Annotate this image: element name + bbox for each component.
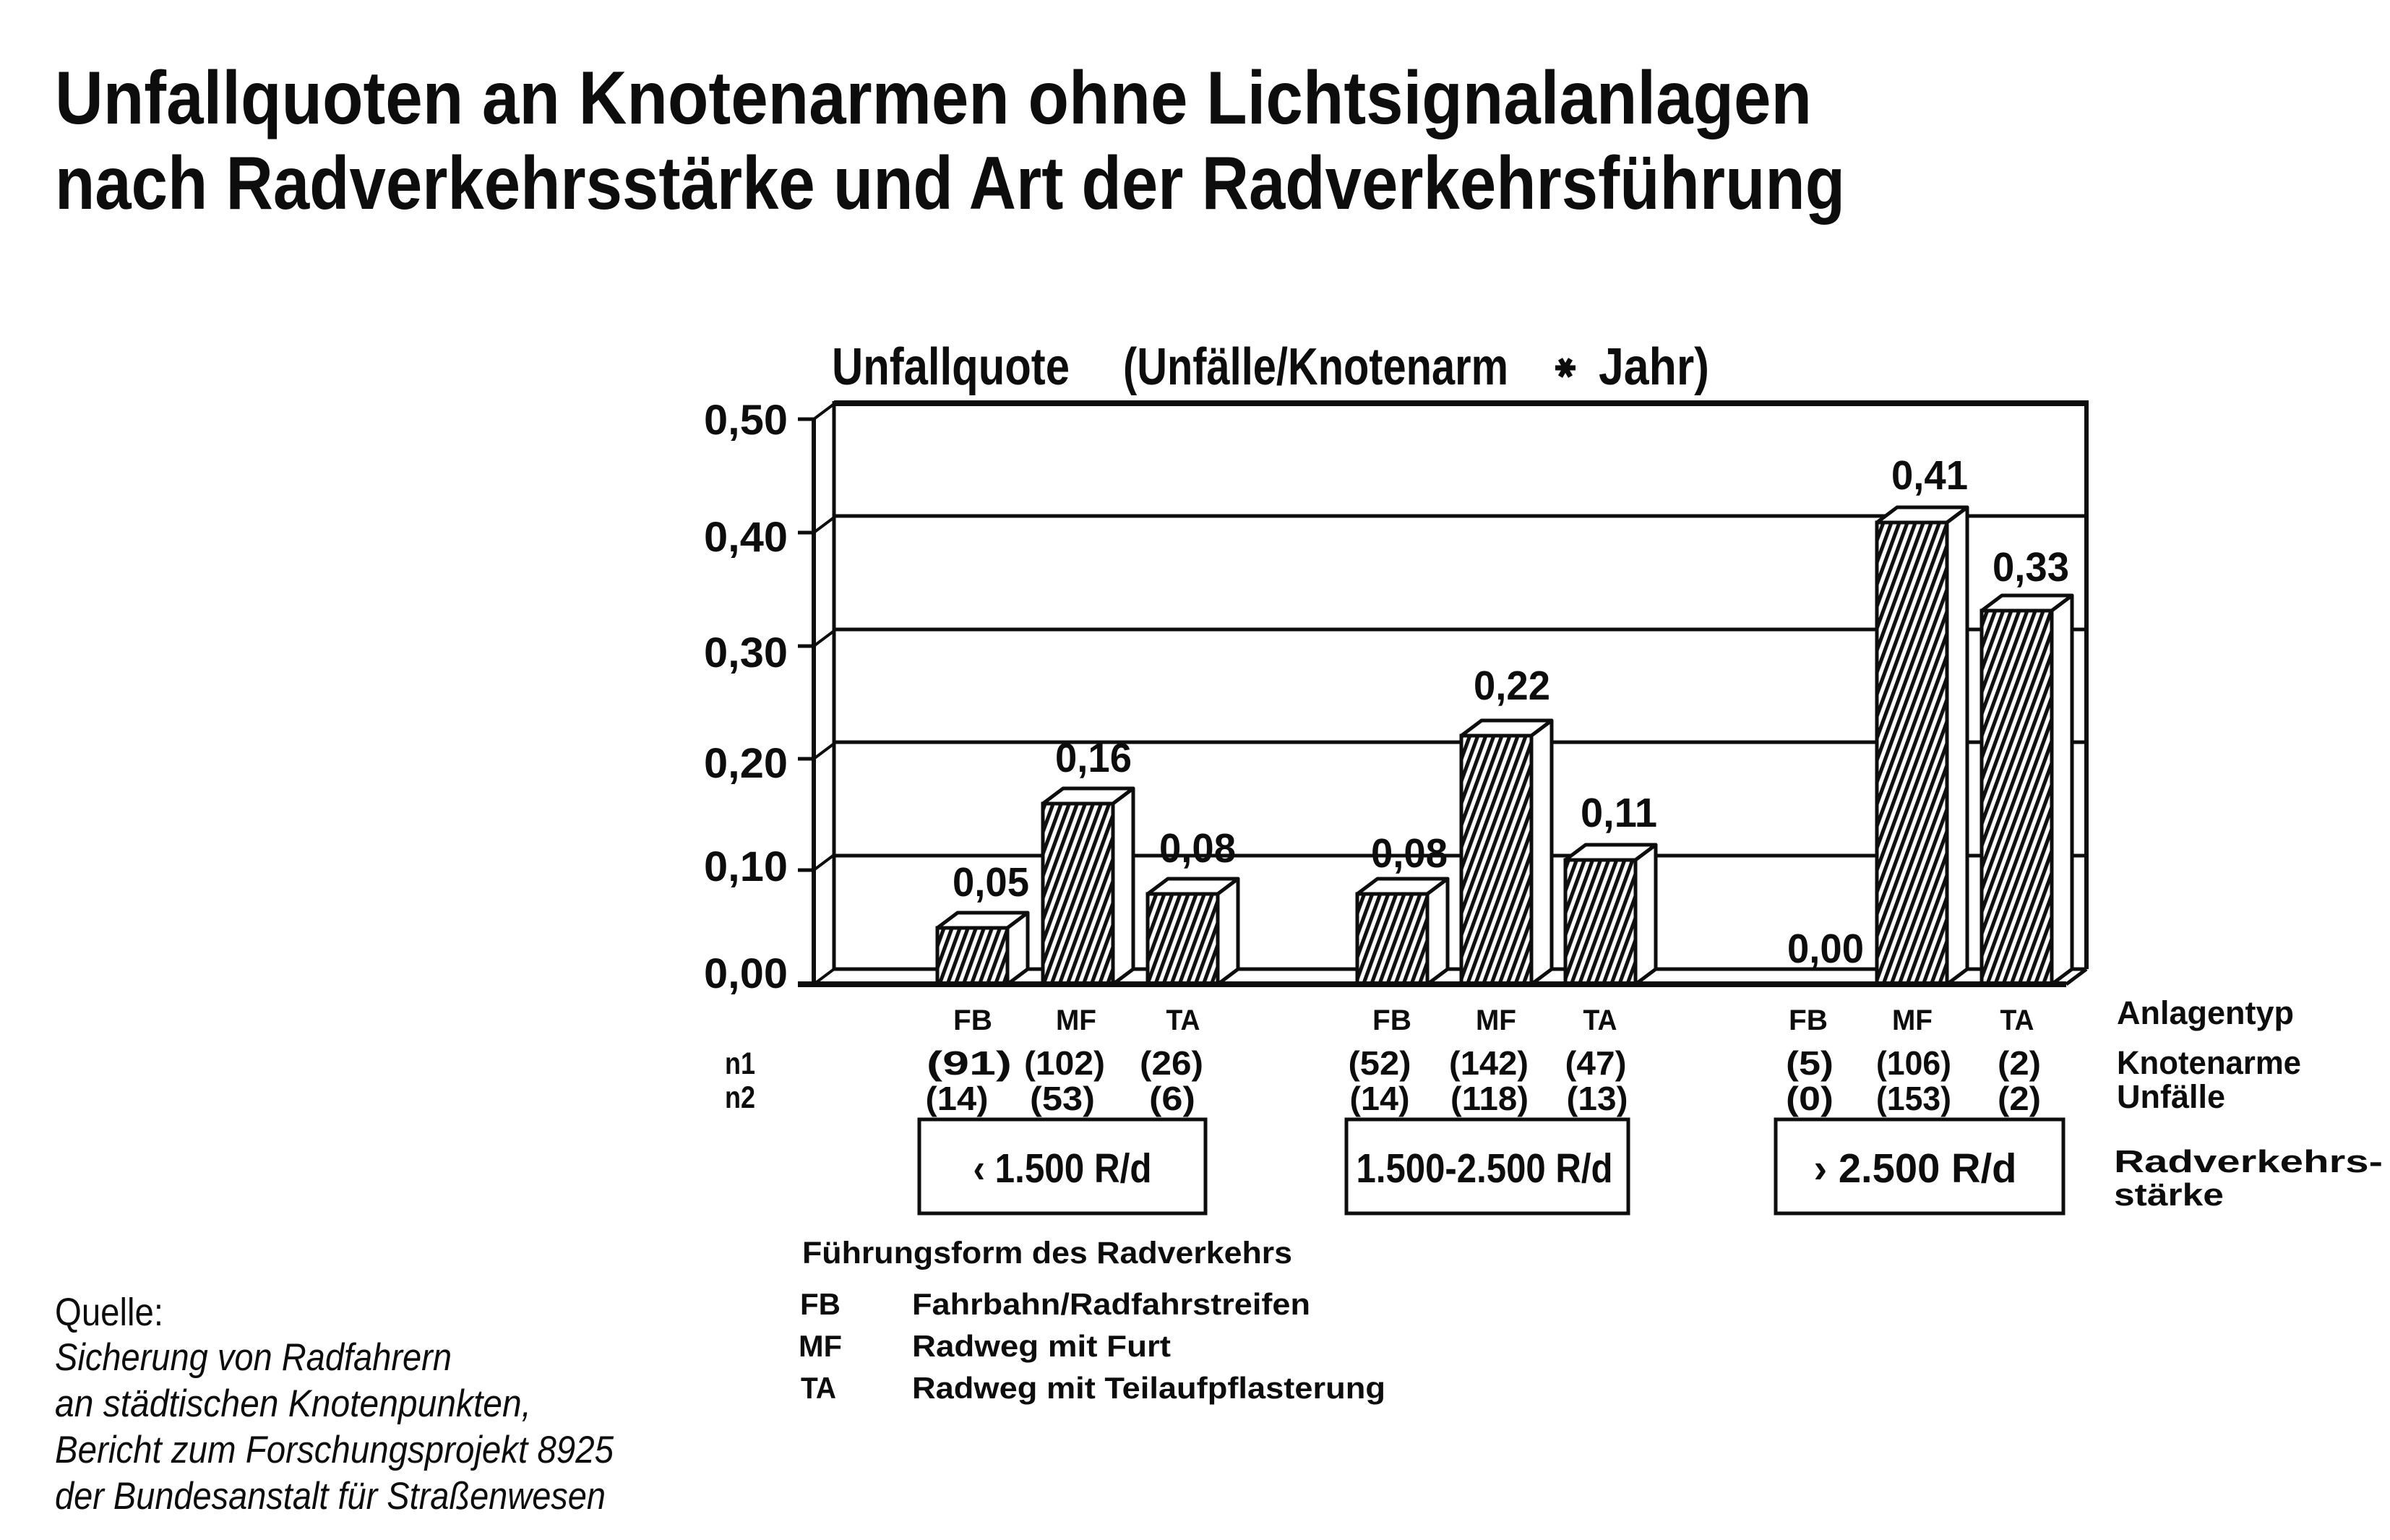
svg-text:0,00: 0,00 bbox=[704, 950, 788, 997]
svg-text:› 2.500 R/d: › 2.500 R/d bbox=[1814, 1145, 2017, 1192]
svg-text:0,05: 0,05 bbox=[953, 859, 1029, 905]
svg-text:0,22: 0,22 bbox=[1474, 663, 1550, 709]
svg-text:(5): (5) bbox=[1786, 1044, 1834, 1082]
svg-text:Radweg mit Teilaufpflasterung: Radweg mit Teilaufpflasterung bbox=[912, 1371, 1385, 1405]
svg-text:FB: FB bbox=[953, 1005, 992, 1036]
svg-text:‹ 1.500 R/d: ‹ 1.500 R/d bbox=[973, 1145, 1152, 1192]
svg-text:MF: MF bbox=[1056, 1005, 1096, 1036]
svg-text:(142): (142) bbox=[1449, 1044, 1529, 1082]
svg-text:(Unfälle/Knotenarm: (Unfälle/Knotenarm bbox=[1123, 338, 1508, 396]
svg-text:1.500-2.500 R/d: 1.500-2.500 R/d bbox=[1357, 1145, 1613, 1192]
svg-text:(153): (153) bbox=[1876, 1080, 1951, 1117]
svg-text:Jahr): Jahr) bbox=[1599, 338, 1709, 396]
svg-text:(91): (91) bbox=[927, 1044, 1012, 1082]
svg-text:0,50: 0,50 bbox=[704, 397, 788, 444]
svg-text:TA: TA bbox=[2000, 1005, 2034, 1036]
svg-text:Anlagentyp: Anlagentyp bbox=[2117, 994, 2294, 1031]
svg-text:(14): (14) bbox=[1350, 1080, 1410, 1117]
svg-text:0,11: 0,11 bbox=[1581, 790, 1657, 836]
svg-text:(2): (2) bbox=[1998, 1044, 2041, 1082]
svg-text:stärke: stärke bbox=[2114, 1177, 2224, 1213]
svg-text:(102): (102) bbox=[1024, 1044, 1105, 1082]
svg-text:0,08: 0,08 bbox=[1371, 830, 1448, 877]
svg-text:Bericht zum Forschungsprojekt: Bericht zum Forschungsprojekt 8925 bbox=[55, 1429, 614, 1471]
svg-text:0,30: 0,30 bbox=[704, 629, 788, 676]
svg-text:0,08: 0,08 bbox=[1159, 825, 1236, 872]
svg-text:0,10: 0,10 bbox=[704, 843, 788, 890]
svg-text:(47): (47) bbox=[1565, 1044, 1627, 1082]
svg-text:(53): (53) bbox=[1030, 1080, 1095, 1117]
svg-text:nach Radverkehrsstärke und Art: nach Radverkehrsstärke und Art der Radve… bbox=[55, 142, 1845, 225]
svg-text:0,20: 0,20 bbox=[704, 740, 788, 787]
svg-text:0,16: 0,16 bbox=[1055, 735, 1132, 781]
svg-text:0,41: 0,41 bbox=[1891, 452, 1968, 499]
svg-text:(52): (52) bbox=[1349, 1044, 1411, 1082]
svg-text:Unfallquote: Unfallquote bbox=[832, 338, 1070, 396]
svg-text:n2: n2 bbox=[725, 1080, 755, 1115]
svg-text:(0): (0) bbox=[1786, 1080, 1834, 1117]
svg-text:Führungsform des Radverkehrs: Führungsform des Radverkehrs bbox=[802, 1236, 1292, 1270]
svg-text:FB: FB bbox=[1372, 1005, 1411, 1036]
svg-text:(13): (13) bbox=[1567, 1080, 1628, 1117]
svg-text:(2): (2) bbox=[1998, 1080, 2041, 1117]
svg-text:(118): (118) bbox=[1450, 1080, 1529, 1117]
svg-text:Radverkehrs-: Radverkehrs- bbox=[2114, 1144, 2383, 1179]
svg-text:(14): (14) bbox=[926, 1080, 989, 1117]
svg-text:Unfallquoten an Knotenarmen oh: Unfallquoten an Knotenarmen ohne Lichtsi… bbox=[55, 56, 1812, 140]
svg-text:Radweg mit Furt: Radweg mit Furt bbox=[912, 1329, 1171, 1363]
svg-text:der Bundesanstalt für Straßenw: der Bundesanstalt für Straßenwesen bbox=[55, 1475, 606, 1518]
svg-text:Unfälle: Unfälle bbox=[2117, 1078, 2225, 1115]
svg-text:MF: MF bbox=[799, 1329, 842, 1363]
svg-text:Fahrbahn/Radfahrstreifen: Fahrbahn/Radfahrstreifen bbox=[912, 1287, 1310, 1321]
svg-text:TA: TA bbox=[1166, 1005, 1200, 1036]
svg-text:MF: MF bbox=[1892, 1005, 1933, 1036]
svg-text:an städtischen Knotenpunkten,: an städtischen Knotenpunkten, bbox=[55, 1382, 531, 1425]
svg-text:0,33: 0,33 bbox=[1993, 544, 2069, 590]
svg-text:TA: TA bbox=[801, 1371, 836, 1405]
svg-text:TA: TA bbox=[1583, 1005, 1617, 1036]
svg-text:(26): (26) bbox=[1140, 1044, 1203, 1082]
svg-text:Quelle:: Quelle: bbox=[55, 1291, 163, 1334]
svg-text:Sicherung von Radfahrern: Sicherung von Radfahrern bbox=[55, 1336, 452, 1379]
svg-text:MF: MF bbox=[1476, 1005, 1516, 1036]
svg-text:(106): (106) bbox=[1876, 1044, 1951, 1082]
svg-text:0,00: 0,00 bbox=[1787, 926, 1864, 972]
svg-text:FB: FB bbox=[1789, 1005, 1828, 1036]
svg-text:0,40: 0,40 bbox=[704, 514, 788, 561]
svg-text:(6): (6) bbox=[1149, 1080, 1195, 1117]
svg-text:FB: FB bbox=[800, 1287, 841, 1321]
svg-text:Knotenarme: Knotenarme bbox=[2117, 1044, 2301, 1081]
svg-text:n1: n1 bbox=[725, 1046, 755, 1081]
